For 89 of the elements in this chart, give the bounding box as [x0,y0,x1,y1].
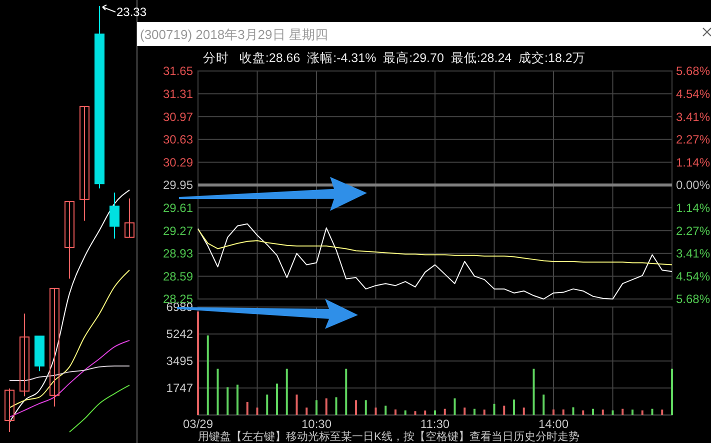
bar [651,408,654,415]
bar [592,408,594,415]
y-tick-label: 29.27 [162,224,194,238]
y2-tick-label: 3.41% [676,110,710,124]
bar [266,394,268,415]
y2-tick-label: 4.54% [676,269,710,284]
candlestick [4,388,14,432]
bar [424,410,426,415]
bar [404,410,406,415]
bar [542,394,545,415]
annotation: 23.33 [116,5,147,19]
y-tick-label: 30.97 [162,110,194,124]
bar [532,368,535,415]
y2-tick-label: 4.54% [676,87,710,102]
y2-tick-label: 0.00% [676,178,710,192]
chart-subtitle: 分时 收盘:28.66 涨幅:-4.31% 最高:29.70 最低:28.24 成交:18.2万 [203,50,586,65]
bar [562,409,564,415]
text: 用键盘【左右键】移动光标至某一日K线，按【空格键】查看当日历史分时走势 [198,430,580,443]
bar [226,387,229,415]
bar [474,408,476,415]
y-tick-label: 1747 [166,381,194,396]
y-tick-label: 5242 [166,327,194,342]
y-tick-label: 28.59 [162,269,194,284]
y2-tick-label: 3.41% [676,246,710,261]
bar [522,408,525,415]
y-tick-label: 31.65 [162,64,194,78]
x-tick-label: 03/29 [182,417,214,431]
bar [444,408,446,415]
chart-title: (300719) 2018年3月29日 星期四 [140,27,328,42]
bar [454,398,456,415]
bar [464,408,466,415]
bar [552,409,554,415]
bar [582,410,584,415]
bar [394,409,396,415]
bar [641,410,644,415]
bar [296,394,298,415]
bar [335,397,338,415]
bar [325,398,328,415]
bar [276,384,278,415]
bar [384,406,387,415]
bar [414,411,416,415]
x-tick-label: 11:30 [420,417,450,431]
bar [355,400,357,415]
candlestick [20,313,30,397]
y-tick-label: 31.31 [162,87,194,101]
bar [434,410,436,415]
bar [316,400,318,415]
bar [671,368,673,415]
bar [236,384,238,415]
y-tick-label: 29.95 [162,178,194,192]
bar [493,404,496,415]
bar [306,408,308,415]
bar [197,311,199,415]
bar [206,335,209,415]
line-series [198,228,672,266]
candlestick [110,192,120,240]
bar [246,402,248,415]
bar [612,410,614,415]
y-tick-label: 3495 [166,354,194,368]
y2-tick-label: 5.68% [676,64,710,78]
candlestick [64,201,74,280]
y2-tick-label: 2.27% [676,132,710,147]
bar [216,368,219,415]
y-tick-label: 30.29 [162,155,194,170]
candlestick [50,288,60,407]
bar [602,410,604,415]
y-tick-label: 29.61 [162,201,194,215]
bar [572,407,574,415]
bar [364,400,367,415]
y2-tick-label: 2.27% [676,224,710,238]
candlestick [80,106,90,222]
y-tick-label: 30.63 [162,132,194,147]
x-tick-label: 10:30 [301,417,332,431]
bar [661,410,664,415]
bar [503,406,506,415]
candlestick [124,198,134,238]
bar [622,408,624,415]
bar [256,408,258,415]
y2-tick-label: 1.14% [676,201,710,216]
bar [513,400,515,415]
y2-tick-label: 5.68% [676,292,710,306]
bar [286,368,288,415]
bar [345,368,348,415]
y2-tick-label: 1.14% [676,155,710,170]
bar [632,410,634,415]
y-tick-label: 28.93 [162,246,194,261]
bar [483,410,486,415]
x-tick-label: 14:00 [538,417,569,431]
bar [374,408,377,415]
